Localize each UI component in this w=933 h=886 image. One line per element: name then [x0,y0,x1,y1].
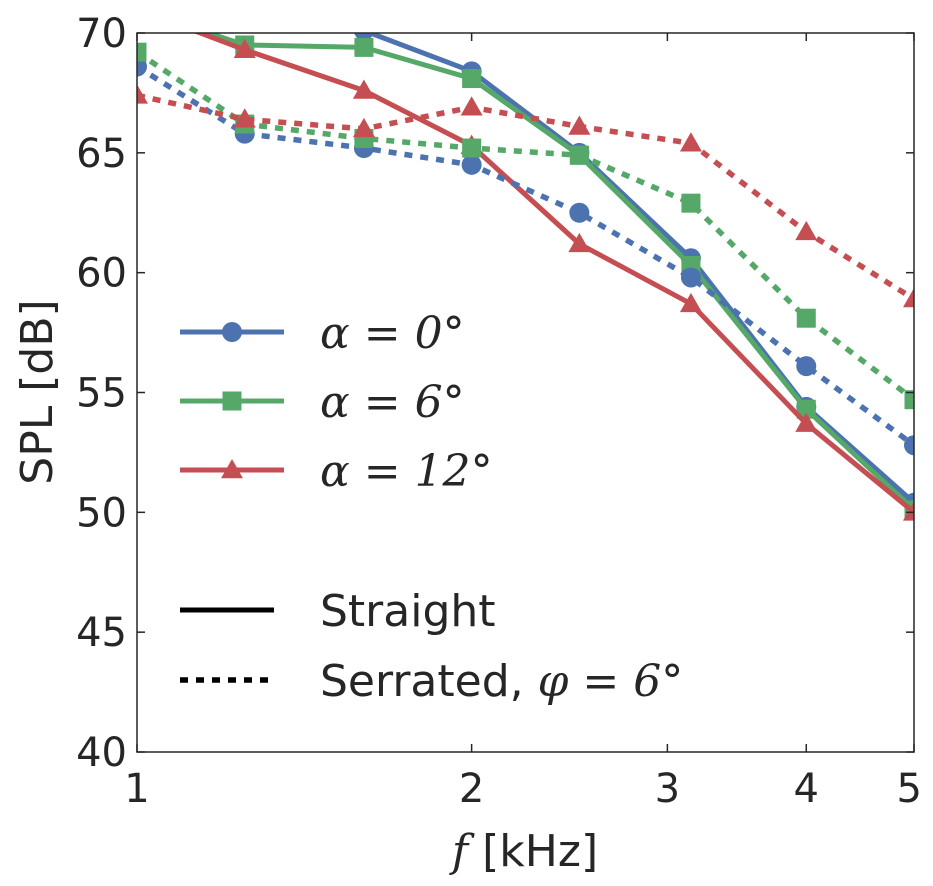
legend-unit: ° [443,377,465,428]
x-tick-label: 3 [655,766,680,812]
x-axis-unit: [kHz] [482,826,598,877]
y-tick-label: 70 [76,11,127,57]
data-point [796,308,816,328]
legend-style-symbol: φ [538,656,569,707]
x-tick-label: 5 [897,766,922,812]
legend-style-text: Straight [320,586,496,637]
data-point [796,399,816,419]
legend-symbol: α [320,377,350,428]
y-tick-label: 60 [76,251,127,297]
series-alpha0-dashed [137,56,914,456]
data-point [354,33,374,41]
data-point [680,267,701,288]
legend-entry: α = 6° [180,377,465,428]
series-line [193,33,914,515]
series-alpha0-solid [127,0,914,513]
series-line [200,33,914,512]
data-point [903,288,914,308]
y-tick-label: 55 [76,371,127,417]
legend-style-text: Serrated, [320,656,538,707]
series-layer [126,0,914,521]
legend-symbol: α [320,446,350,497]
legend-eq: = [350,377,415,428]
series-line [137,92,914,302]
legend-entry: α = 12° [180,446,493,497]
legend-style-eq: = [568,656,633,707]
data-point [904,390,914,410]
legend-style-entry: Straight [180,586,496,637]
legend-style-label: Serrated, φ = 6° [320,656,683,707]
legend-symbol: α [320,308,350,359]
data-point [569,145,589,165]
y-tick-label: 50 [76,490,127,536]
legend-value: 6 [415,377,443,428]
series-line [137,64,914,448]
data-point [461,154,482,175]
legend-value: 0 [415,308,443,359]
data-point [904,435,914,456]
data-point [137,84,148,104]
data-point [568,115,591,135]
x-axis-symbol: f [449,826,475,877]
x-tick-label: 2 [459,766,484,812]
series-alpha6-solid [128,0,914,520]
legend-marker [222,322,242,342]
legend-label: α = 6° [320,377,465,428]
legend-label: α = 0° [320,308,465,359]
y-tick-label: 65 [76,131,127,177]
data-point [569,202,590,223]
y-tick-label: 45 [76,610,127,656]
data-point [681,193,701,213]
legend-eq: = [350,308,415,359]
legend-style-unit: ° [661,656,683,707]
data-point [903,501,914,521]
series-line [137,49,914,402]
data-point [235,0,255,19]
legend-marker [221,459,243,479]
legend-style-value: 6 [633,656,661,707]
series-line [363,33,914,505]
x-axis-label: f [kHz] [449,826,598,877]
data-point [679,132,702,152]
data-point [462,138,482,158]
data-point [795,412,818,432]
data-point [795,220,818,241]
data-point [460,96,483,116]
data-point [352,117,375,138]
data-point [233,108,256,128]
legend-style-label: Straight [320,586,496,637]
data-point [126,0,148,17]
data-point [137,42,147,62]
legend-label: α = 12° [320,446,493,497]
data-point [568,232,591,253]
legend-style-entry: Serrated, φ = 6° [180,656,683,707]
legend-marker [222,391,242,411]
x-tick-label: 4 [794,766,819,812]
series-alpha12-solid [126,0,914,521]
data-point [796,356,817,377]
data-point [462,69,482,89]
y-axis-label: SPL [dB] [12,299,63,484]
data-point [233,38,256,59]
y-tick-label: 40 [76,730,127,776]
series-alpha12-dashed [137,84,914,308]
data-point [127,0,147,7]
legend-value: 12 [415,446,471,497]
legend-unit: ° [443,308,465,359]
x-tick-label: 1 [124,766,149,812]
legend-eq: = [350,446,415,497]
data-point [128,0,147,19]
legend-unit: ° [471,446,493,497]
data-point [354,37,374,57]
legend-entry: α = 0° [180,308,465,359]
data-point [352,79,375,99]
data-point [679,292,702,313]
